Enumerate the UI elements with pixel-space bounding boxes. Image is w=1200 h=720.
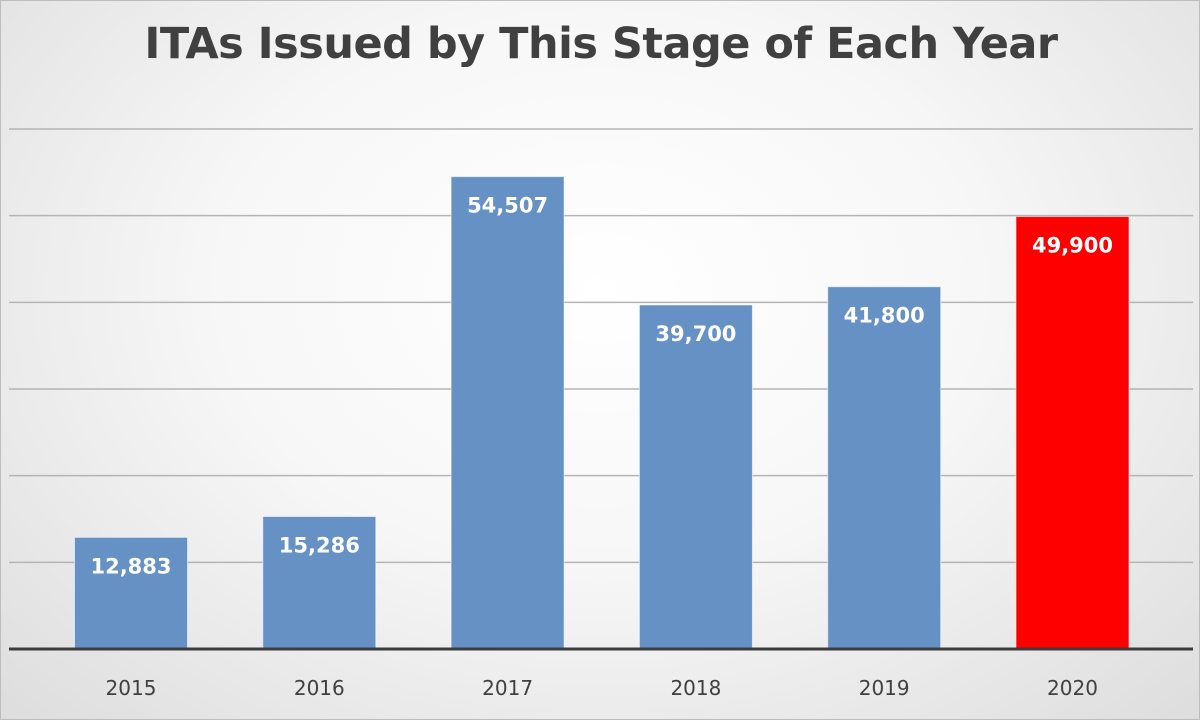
chart-title: ITAs Issued by This Stage of Each Year [144,19,1058,69]
bar-2015 [74,536,188,650]
data-label-2019: 41,800 [844,304,925,328]
data-label-2018: 39,700 [655,322,736,346]
bar-2017 [450,176,565,650]
bar-2019 [827,286,942,650]
x-tick-label-2018: 2018 [670,676,721,700]
x-tick-label-2015: 2015 [106,676,157,700]
bar-2018 [638,304,753,650]
x-tick-label-2017: 2017 [482,676,533,700]
data-label-2015: 12,883 [90,554,171,578]
x-tick-label-2019: 2019 [859,676,910,700]
data-label-2017: 54,507 [467,194,548,218]
data-label-2016: 15,286 [279,534,360,558]
data-label-2020: 49,900 [1032,234,1113,258]
bar-2020 [1015,216,1130,650]
x-tick-label-2016: 2016 [294,676,345,700]
x-tick-label-2020: 2020 [1047,676,1098,700]
